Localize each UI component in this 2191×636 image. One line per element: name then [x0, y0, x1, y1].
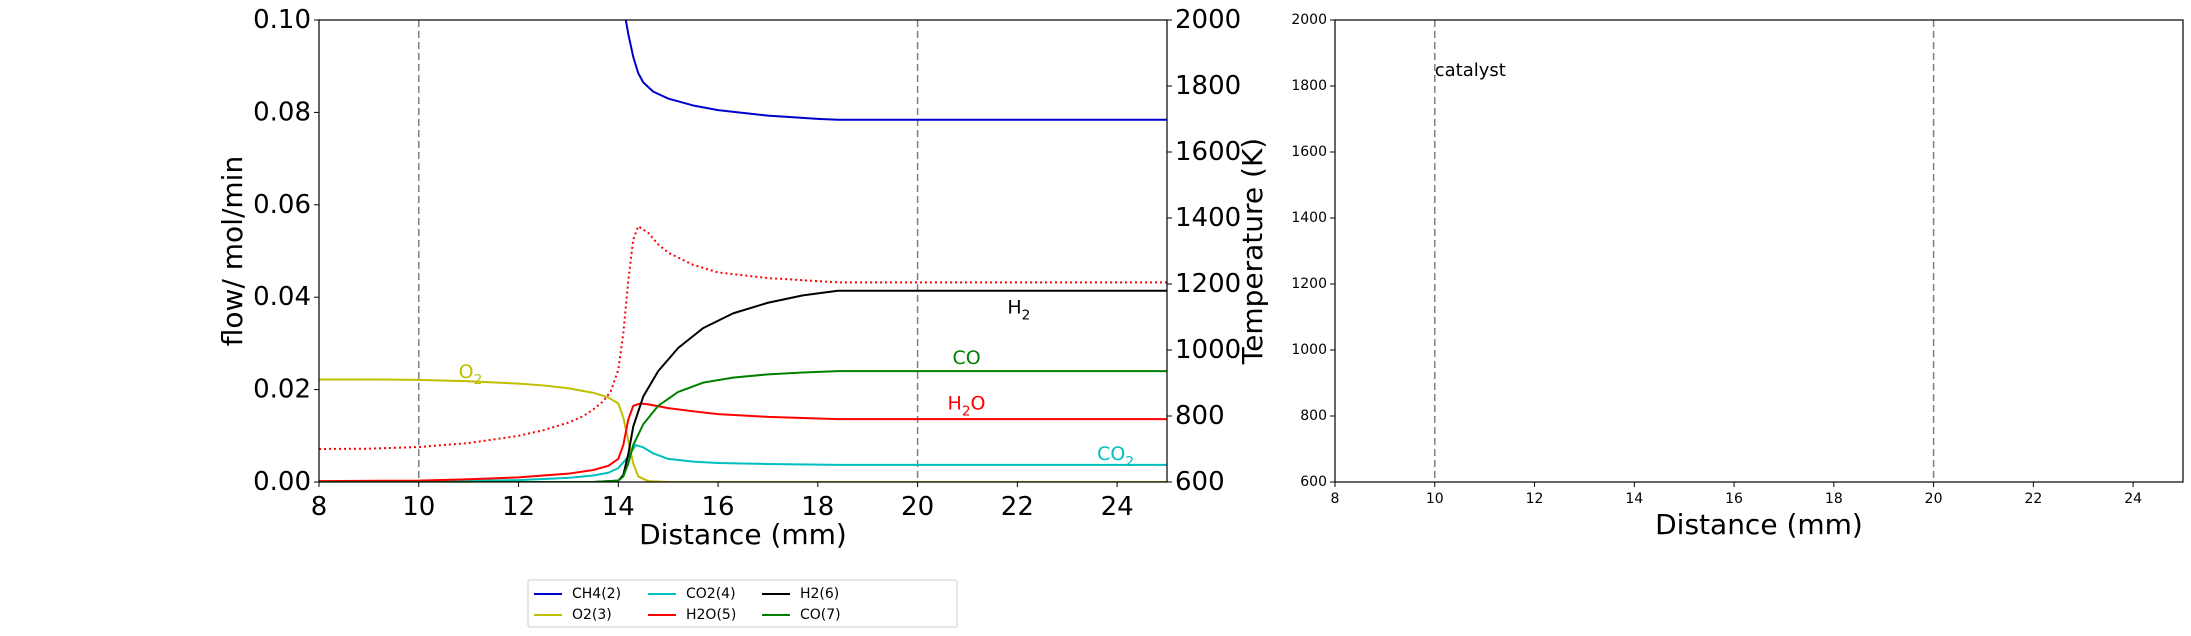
x-tick-label: 18	[1825, 491, 1843, 507]
series-line-co2	[319, 444, 1167, 482]
annotation-co2: CO2	[1097, 443, 1134, 470]
annotation-catalyst: catalyst	[1435, 60, 1506, 81]
y-tick-label: 1400	[1291, 210, 1327, 226]
y-tick-label: 0.10	[253, 5, 311, 35]
x-tick-label: 24	[2124, 491, 2142, 507]
series-line-co	[319, 370, 1167, 482]
annotation-h2: H2	[1007, 296, 1030, 323]
y-tick-label: 0.00	[253, 467, 311, 497]
legend-label-co: CO(7)	[800, 607, 841, 623]
x-tick-label: 8	[1331, 491, 1340, 507]
annotation-co: CO	[953, 347, 981, 369]
legend-label-ch4: CH4(2)	[572, 586, 621, 602]
legend-label-co2: CO2(4)	[686, 586, 736, 602]
annotation-h2o: H2O	[948, 392, 986, 419]
y-tick-label: 1600	[1291, 144, 1327, 160]
x-tick-label: 16	[702, 492, 735, 522]
y-tick-label: 600	[1300, 474, 1327, 490]
y-axis-label: flow/ mol/min	[216, 156, 249, 346]
legend-label-h2o: H2O(5)	[686, 607, 736, 623]
legend: CH4(2) O2(3) CO2(4) H2O(5) H2(6) CO(7)	[527, 579, 958, 628]
plot-frame	[1334, 19, 2184, 483]
y2-tick-label: 800	[1175, 401, 1225, 431]
x-tick-label: 10	[402, 492, 435, 522]
y2-axis-label: Temperature (K)	[1236, 138, 1269, 365]
x-tick-label: 20	[901, 492, 934, 522]
y-tick-label: 1000	[1291, 342, 1327, 358]
series-line-ch4	[624, 20, 1167, 121]
flow-temperature-chart: 8 10 12 14 16 18 20 22 24 0.00 0.02 0.04 0.06 0.08 0.1…	[216, 5, 1269, 551]
series-line-h2o	[319, 402, 1167, 482]
x-tick-label: 12	[502, 492, 535, 522]
y-tick-label: 0.08	[253, 97, 311, 127]
x-tick-label: 22	[1001, 492, 1034, 522]
x-axis-label: Distance (mm)	[639, 518, 847, 551]
legend-label-o2: O2(3)	[572, 607, 612, 623]
series-line-temperature	[319, 225, 1167, 450]
x-tick-label: 12	[1526, 491, 1544, 507]
y-tick-label: 0.02	[253, 375, 311, 405]
y-tick-label: 1800	[1291, 78, 1327, 94]
x-tick-label: 16	[1725, 491, 1743, 507]
legend-frame	[527, 579, 958, 628]
annotation-o2: O2	[459, 361, 483, 388]
x-tick-label: 24	[1101, 492, 1134, 522]
x-tick-label: 18	[801, 492, 834, 522]
y2-tick-label: 1600	[1175, 137, 1241, 167]
y2-tick-label: 1000	[1175, 335, 1241, 365]
y2-tick-label: 600	[1175, 467, 1225, 497]
y-tick-label: 800	[1300, 408, 1327, 424]
y-tick-label: 0.06	[253, 190, 311, 220]
y2-tick-label: 1400	[1175, 203, 1241, 233]
x-tick-label: 10	[1426, 491, 1444, 507]
series-group	[319, 20, 1167, 482]
x-tick-label: 22	[2024, 491, 2042, 507]
legend-label-h2: H2(6)	[800, 586, 839, 602]
y2-tick-label: 2000	[1175, 5, 1241, 35]
y2-tick-label: 1800	[1175, 71, 1241, 101]
x-tick-label: 8	[311, 492, 328, 522]
x-axis-label: Distance (mm)	[1655, 508, 1863, 541]
y2-tick-label: 1200	[1175, 269, 1241, 299]
y-tick-label: 2000	[1291, 12, 1327, 28]
y-tick-label: 0.04	[253, 282, 311, 312]
y-tick-label: 1200	[1291, 276, 1327, 292]
series-line-h2	[319, 289, 1167, 482]
series-line-o2	[319, 378, 1167, 482]
x-tick-label: 14	[1625, 491, 1643, 507]
x-tick-label: 20	[1925, 491, 1943, 507]
plot-frame	[318, 19, 1168, 483]
catalyst-temperature-chart: 8 10 12 14 16 18 20 22 24 600 800 1000 1200 1400 1600 1…	[1291, 12, 2184, 541]
x-tick-label: 14	[602, 492, 635, 522]
